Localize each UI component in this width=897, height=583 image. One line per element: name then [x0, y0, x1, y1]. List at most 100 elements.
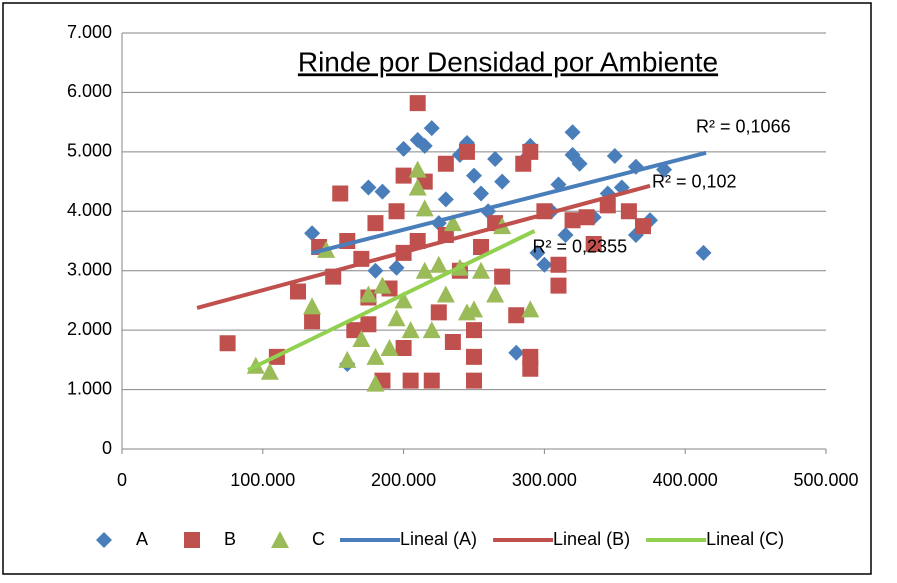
point: [260, 362, 279, 380]
trendline: [247, 229, 536, 372]
point: [415, 199, 434, 217]
point: [360, 179, 377, 196]
trendline: [311, 150, 707, 255]
x-tick-label: 300.000: [512, 470, 577, 490]
point: [529, 244, 546, 261]
point: [508, 344, 525, 361]
y-tick-label: 1.000: [67, 378, 112, 398]
point: [634, 218, 651, 235]
point: [487, 150, 504, 167]
point: [550, 277, 567, 294]
x-tick-label: 100.000: [230, 470, 295, 490]
legend-label: Lineal (A): [400, 529, 477, 549]
point: [522, 143, 539, 160]
point: [564, 212, 581, 229]
point: [599, 197, 616, 214]
point: [494, 268, 511, 285]
point: [536, 256, 553, 273]
point: [437, 191, 454, 208]
y-tick-label: 3.000: [67, 259, 112, 279]
point: [373, 276, 392, 294]
point: [290, 283, 306, 300]
point: [473, 185, 490, 202]
point: [304, 225, 321, 242]
point: [408, 160, 427, 178]
point: [415, 261, 434, 279]
y-tick-label: 4.000: [67, 200, 112, 220]
point: [473, 238, 490, 255]
point: [409, 95, 426, 112]
point: [466, 167, 482, 184]
point: [367, 262, 384, 279]
point: [472, 261, 491, 279]
point: [395, 140, 412, 157]
point: [304, 313, 321, 330]
legend-label: A: [136, 529, 148, 549]
point: [219, 335, 236, 352]
point: [429, 255, 448, 273]
y-tick-label: 0: [102, 438, 112, 458]
point: [338, 350, 357, 368]
point: [367, 215, 384, 232]
point: [695, 244, 712, 261]
point: [521, 300, 540, 318]
legend-label: Lineal (B): [553, 529, 630, 549]
point: [395, 339, 412, 356]
r2-annotation: R² = 0,102: [652, 172, 737, 192]
point: [408, 178, 427, 196]
x-tick-label: 200.000: [371, 470, 436, 490]
point: [366, 374, 385, 392]
point: [508, 307, 525, 324]
point: [416, 137, 433, 154]
legend-label: B: [224, 529, 236, 549]
point: [387, 309, 406, 327]
y-tick-label: 7.000: [67, 22, 112, 42]
point: [436, 285, 455, 303]
point: [557, 227, 574, 244]
point: [443, 214, 462, 232]
point: [380, 338, 399, 356]
point: [486, 285, 505, 303]
point: [394, 291, 413, 309]
legend-label: C: [312, 529, 325, 549]
point: [423, 120, 440, 137]
x-tick-label: 0: [117, 470, 127, 490]
point: [388, 203, 405, 220]
x-tick-label: 400.000: [653, 470, 718, 490]
legend-marker: [271, 531, 289, 548]
y-tick-label: 6.000: [67, 81, 112, 101]
point: [466, 348, 482, 365]
chart-border: [2, 2, 872, 575]
point: [606, 148, 623, 165]
point: [466, 322, 482, 339]
point: [578, 209, 595, 226]
point: [401, 321, 420, 339]
point: [346, 322, 363, 339]
trendline: [196, 183, 651, 310]
point: [402, 372, 419, 389]
point: [366, 347, 385, 365]
point: [409, 233, 426, 249]
y-tick-label: 2.000: [67, 319, 112, 339]
legend-marker: [184, 532, 200, 548]
r2-annotation: R² = 0,2355: [533, 237, 628, 257]
point: [352, 330, 371, 348]
chart-title: Rinde por Densidad por Ambiente: [298, 46, 718, 77]
point: [437, 155, 454, 172]
point: [395, 167, 412, 184]
point: [522, 360, 539, 377]
point: [465, 300, 483, 318]
point: [585, 235, 602, 252]
point: [359, 285, 378, 303]
point: [466, 372, 482, 389]
r2-annotation: R² = 0,1066: [696, 117, 791, 137]
point: [388, 259, 405, 276]
point: [494, 173, 511, 190]
y-tick-label: 5.000: [67, 141, 112, 161]
point: [332, 185, 349, 202]
point: [422, 321, 441, 339]
point: [430, 304, 447, 321]
point: [374, 183, 391, 200]
